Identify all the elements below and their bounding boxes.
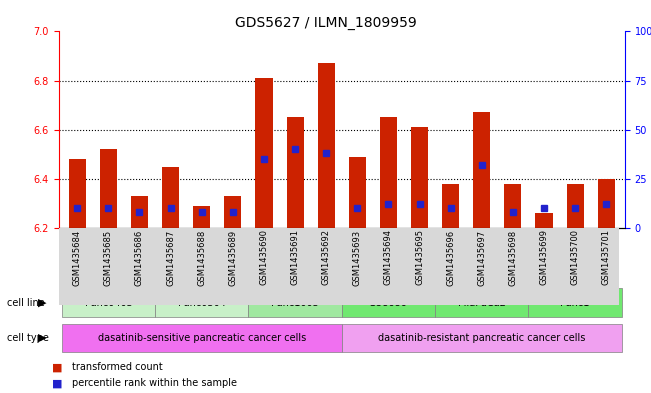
Text: GSM1435684: GSM1435684 bbox=[73, 230, 82, 286]
Bar bbox=[536, 213, 553, 228]
Text: GSM1435693: GSM1435693 bbox=[353, 230, 362, 286]
Bar bbox=[505, 184, 521, 228]
Text: ▶: ▶ bbox=[38, 333, 47, 343]
Text: ■: ■ bbox=[52, 362, 62, 373]
Text: GSM1435694: GSM1435694 bbox=[384, 230, 393, 285]
Text: Panc1: Panc1 bbox=[561, 298, 590, 308]
FancyBboxPatch shape bbox=[529, 288, 622, 317]
Bar bbox=[442, 184, 459, 228]
Bar bbox=[286, 118, 303, 228]
FancyBboxPatch shape bbox=[59, 228, 618, 305]
Bar bbox=[380, 118, 397, 228]
Text: GSM1435692: GSM1435692 bbox=[322, 230, 331, 285]
Text: GSM1435700: GSM1435700 bbox=[571, 230, 579, 285]
Text: GSM1435690: GSM1435690 bbox=[260, 230, 268, 285]
Text: cell type: cell type bbox=[7, 333, 48, 343]
FancyBboxPatch shape bbox=[435, 288, 529, 317]
FancyBboxPatch shape bbox=[342, 288, 435, 317]
Text: GSM1435686: GSM1435686 bbox=[135, 230, 144, 286]
Bar bbox=[598, 179, 615, 228]
Text: GDS5627 / ILMN_1809959: GDS5627 / ILMN_1809959 bbox=[234, 16, 417, 30]
Text: MiaPaCa2: MiaPaCa2 bbox=[458, 298, 506, 308]
Text: GSM1435687: GSM1435687 bbox=[166, 230, 175, 286]
Text: percentile rank within the sample: percentile rank within the sample bbox=[72, 378, 236, 388]
Text: Panc0504: Panc0504 bbox=[178, 298, 226, 308]
Text: ▶: ▶ bbox=[38, 298, 47, 308]
FancyBboxPatch shape bbox=[62, 288, 155, 317]
Bar bbox=[131, 196, 148, 228]
Bar bbox=[100, 149, 117, 228]
FancyBboxPatch shape bbox=[249, 288, 342, 317]
Bar bbox=[566, 184, 584, 228]
Text: GSM1435685: GSM1435685 bbox=[104, 230, 113, 286]
Text: GSM1435701: GSM1435701 bbox=[602, 230, 611, 285]
Bar bbox=[411, 127, 428, 228]
FancyBboxPatch shape bbox=[155, 288, 249, 317]
Text: Panc0403: Panc0403 bbox=[85, 298, 132, 308]
Bar bbox=[349, 157, 366, 228]
Text: GSM1435696: GSM1435696 bbox=[446, 230, 455, 286]
Text: Panc1005: Panc1005 bbox=[271, 298, 319, 308]
Text: GSM1435691: GSM1435691 bbox=[290, 230, 299, 285]
FancyBboxPatch shape bbox=[342, 324, 622, 352]
Bar bbox=[473, 112, 490, 228]
Bar bbox=[69, 159, 86, 228]
Text: SU8686: SU8686 bbox=[370, 298, 408, 308]
Text: GSM1435689: GSM1435689 bbox=[229, 230, 238, 286]
Bar bbox=[318, 63, 335, 228]
Text: GSM1435695: GSM1435695 bbox=[415, 230, 424, 285]
Text: dasatinib-resistant pancreatic cancer cells: dasatinib-resistant pancreatic cancer ce… bbox=[378, 333, 585, 343]
FancyBboxPatch shape bbox=[62, 324, 342, 352]
Bar bbox=[255, 78, 273, 228]
Text: cell line: cell line bbox=[7, 298, 44, 308]
Bar bbox=[193, 206, 210, 228]
Text: GSM1435698: GSM1435698 bbox=[508, 230, 518, 286]
Text: GSM1435688: GSM1435688 bbox=[197, 230, 206, 286]
Bar bbox=[162, 167, 179, 228]
Text: dasatinib-sensitive pancreatic cancer cells: dasatinib-sensitive pancreatic cancer ce… bbox=[98, 333, 306, 343]
Text: transformed count: transformed count bbox=[72, 362, 162, 373]
Text: ■: ■ bbox=[52, 378, 62, 388]
Text: GSM1435699: GSM1435699 bbox=[540, 230, 549, 285]
Bar bbox=[225, 196, 242, 228]
Text: GSM1435697: GSM1435697 bbox=[477, 230, 486, 286]
